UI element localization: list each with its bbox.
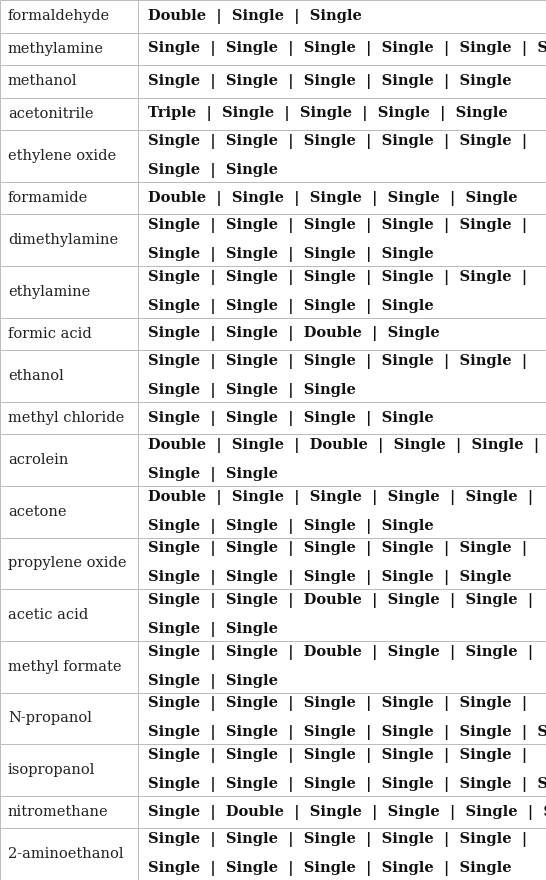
Text: propylene oxide: propylene oxide — [8, 556, 127, 570]
Text: Single  |  Single: Single | Single — [147, 467, 277, 482]
Text: Single  |  Single  |  Double  |  Single  |  Single  |: Single | Single | Double | Single | Sing… — [147, 645, 533, 660]
Text: N-propanol: N-propanol — [8, 711, 92, 725]
Text: formamide: formamide — [8, 191, 88, 205]
Text: Single  |  Single  |  Single  |  Single  |  Single  |: Single | Single | Single | Single | Sing… — [147, 270, 527, 285]
Text: methyl formate: methyl formate — [8, 660, 122, 674]
Text: Single  |  Single  |  Single  |  Single  |  Single: Single | Single | Single | Single | Sing… — [147, 74, 511, 89]
Text: ethylamine: ethylamine — [8, 285, 90, 298]
Text: dimethylamine: dimethylamine — [8, 233, 118, 247]
Text: Single  |  Single  |  Single  |  Single  |  Single  |: Single | Single | Single | Single | Sing… — [147, 832, 527, 847]
Text: Single  |  Single  |  Single: Single | Single | Single — [147, 383, 355, 398]
Text: Single  |  Single: Single | Single — [147, 622, 277, 637]
Text: Double  |  Single  |  Single  |  Single  |  Single: Double | Single | Single | Single | Sing… — [147, 190, 517, 206]
Text: Single  |  Single  |  Single  |  Single  |  Single  |  Single: Single | Single | Single | Single | Sing… — [147, 41, 546, 56]
Text: Single  |  Single  |  Single  |  Single  |  Single  |: Single | Single | Single | Single | Sing… — [147, 696, 527, 711]
Text: Single  |  Single  |  Single  |  Single: Single | Single | Single | Single — [147, 518, 434, 533]
Text: Single  |  Single  |  Single  |  Single  |  Single: Single | Single | Single | Single | Sing… — [147, 862, 511, 876]
Text: Single  |  Single  |  Single  |  Single: Single | Single | Single | Single — [147, 247, 434, 262]
Text: Single  |  Single  |  Double  |  Single: Single | Single | Double | Single — [147, 326, 440, 341]
Text: Double  |  Single  |  Single: Double | Single | Single — [147, 9, 361, 24]
Text: ethanol: ethanol — [8, 369, 64, 383]
Text: acrolein: acrolein — [8, 453, 68, 467]
Text: Double  |  Single  |  Double  |  Single  |  Single  |: Double | Single | Double | Single | Sing… — [147, 438, 539, 453]
Text: Single  |  Single: Single | Single — [147, 163, 277, 178]
Text: Single  |  Single  |  Single  |  Single  |  Single  |: Single | Single | Single | Single | Sing… — [147, 354, 527, 369]
Text: Triple  |  Single  |  Single  |  Single  |  Single: Triple | Single | Single | Single | Sing… — [147, 106, 507, 121]
Text: 2-aminoethanol: 2-aminoethanol — [8, 847, 123, 862]
Text: Single  |  Single  |  Single  |  Single  |  Single  |: Single | Single | Single | Single | Sing… — [147, 218, 527, 233]
Text: acetonitrile: acetonitrile — [8, 106, 93, 121]
Text: Single  |  Single  |  Single  |  Single  |  Single: Single | Single | Single | Single | Sing… — [147, 570, 511, 585]
Text: Single  |  Single  |  Single  |  Single  |  Single  |: Single | Single | Single | Single | Sing… — [147, 748, 527, 763]
Text: Single  |  Double  |  Single  |  Single  |  Single  |  Single: Single | Double | Single | Single | Sing… — [147, 804, 546, 819]
Text: Single  |  Single  |  Single  |  Single  |  Single  |: Single | Single | Single | Single | Sing… — [147, 134, 527, 149]
Text: Single  |  Single  |  Single  |  Single  |  Single  |: Single | Single | Single | Single | Sing… — [147, 541, 527, 556]
Text: methyl chloride: methyl chloride — [8, 411, 124, 425]
Text: nitromethane: nitromethane — [8, 805, 109, 819]
Text: methylamine: methylamine — [8, 41, 104, 55]
Text: methanol: methanol — [8, 74, 78, 88]
Text: acetic acid: acetic acid — [8, 608, 88, 622]
Text: Single  |  Single  |  Single  |  Single  |  Single  |  Single: Single | Single | Single | Single | Sing… — [147, 777, 546, 792]
Text: Double  |  Single  |  Single  |  Single  |  Single  |: Double | Single | Single | Single | Sing… — [147, 490, 533, 505]
Text: Single  |  Single  |  Single  |  Single: Single | Single | Single | Single — [147, 410, 434, 426]
Text: isopropanol: isopropanol — [8, 763, 96, 777]
Text: acetone: acetone — [8, 505, 67, 518]
Text: formic acid: formic acid — [8, 326, 92, 341]
Text: ethylene oxide: ethylene oxide — [8, 149, 116, 163]
Text: Single  |  Single  |  Single  |  Single: Single | Single | Single | Single — [147, 298, 434, 313]
Text: Single  |  Single  |  Single  |  Single  |  Single  |  Single: Single | Single | Single | Single | Sing… — [147, 725, 546, 740]
Text: Single  |  Single: Single | Single — [147, 674, 277, 689]
Text: Single  |  Single  |  Double  |  Single  |  Single  |: Single | Single | Double | Single | Sing… — [147, 593, 533, 608]
Text: formaldehyde: formaldehyde — [8, 10, 110, 23]
